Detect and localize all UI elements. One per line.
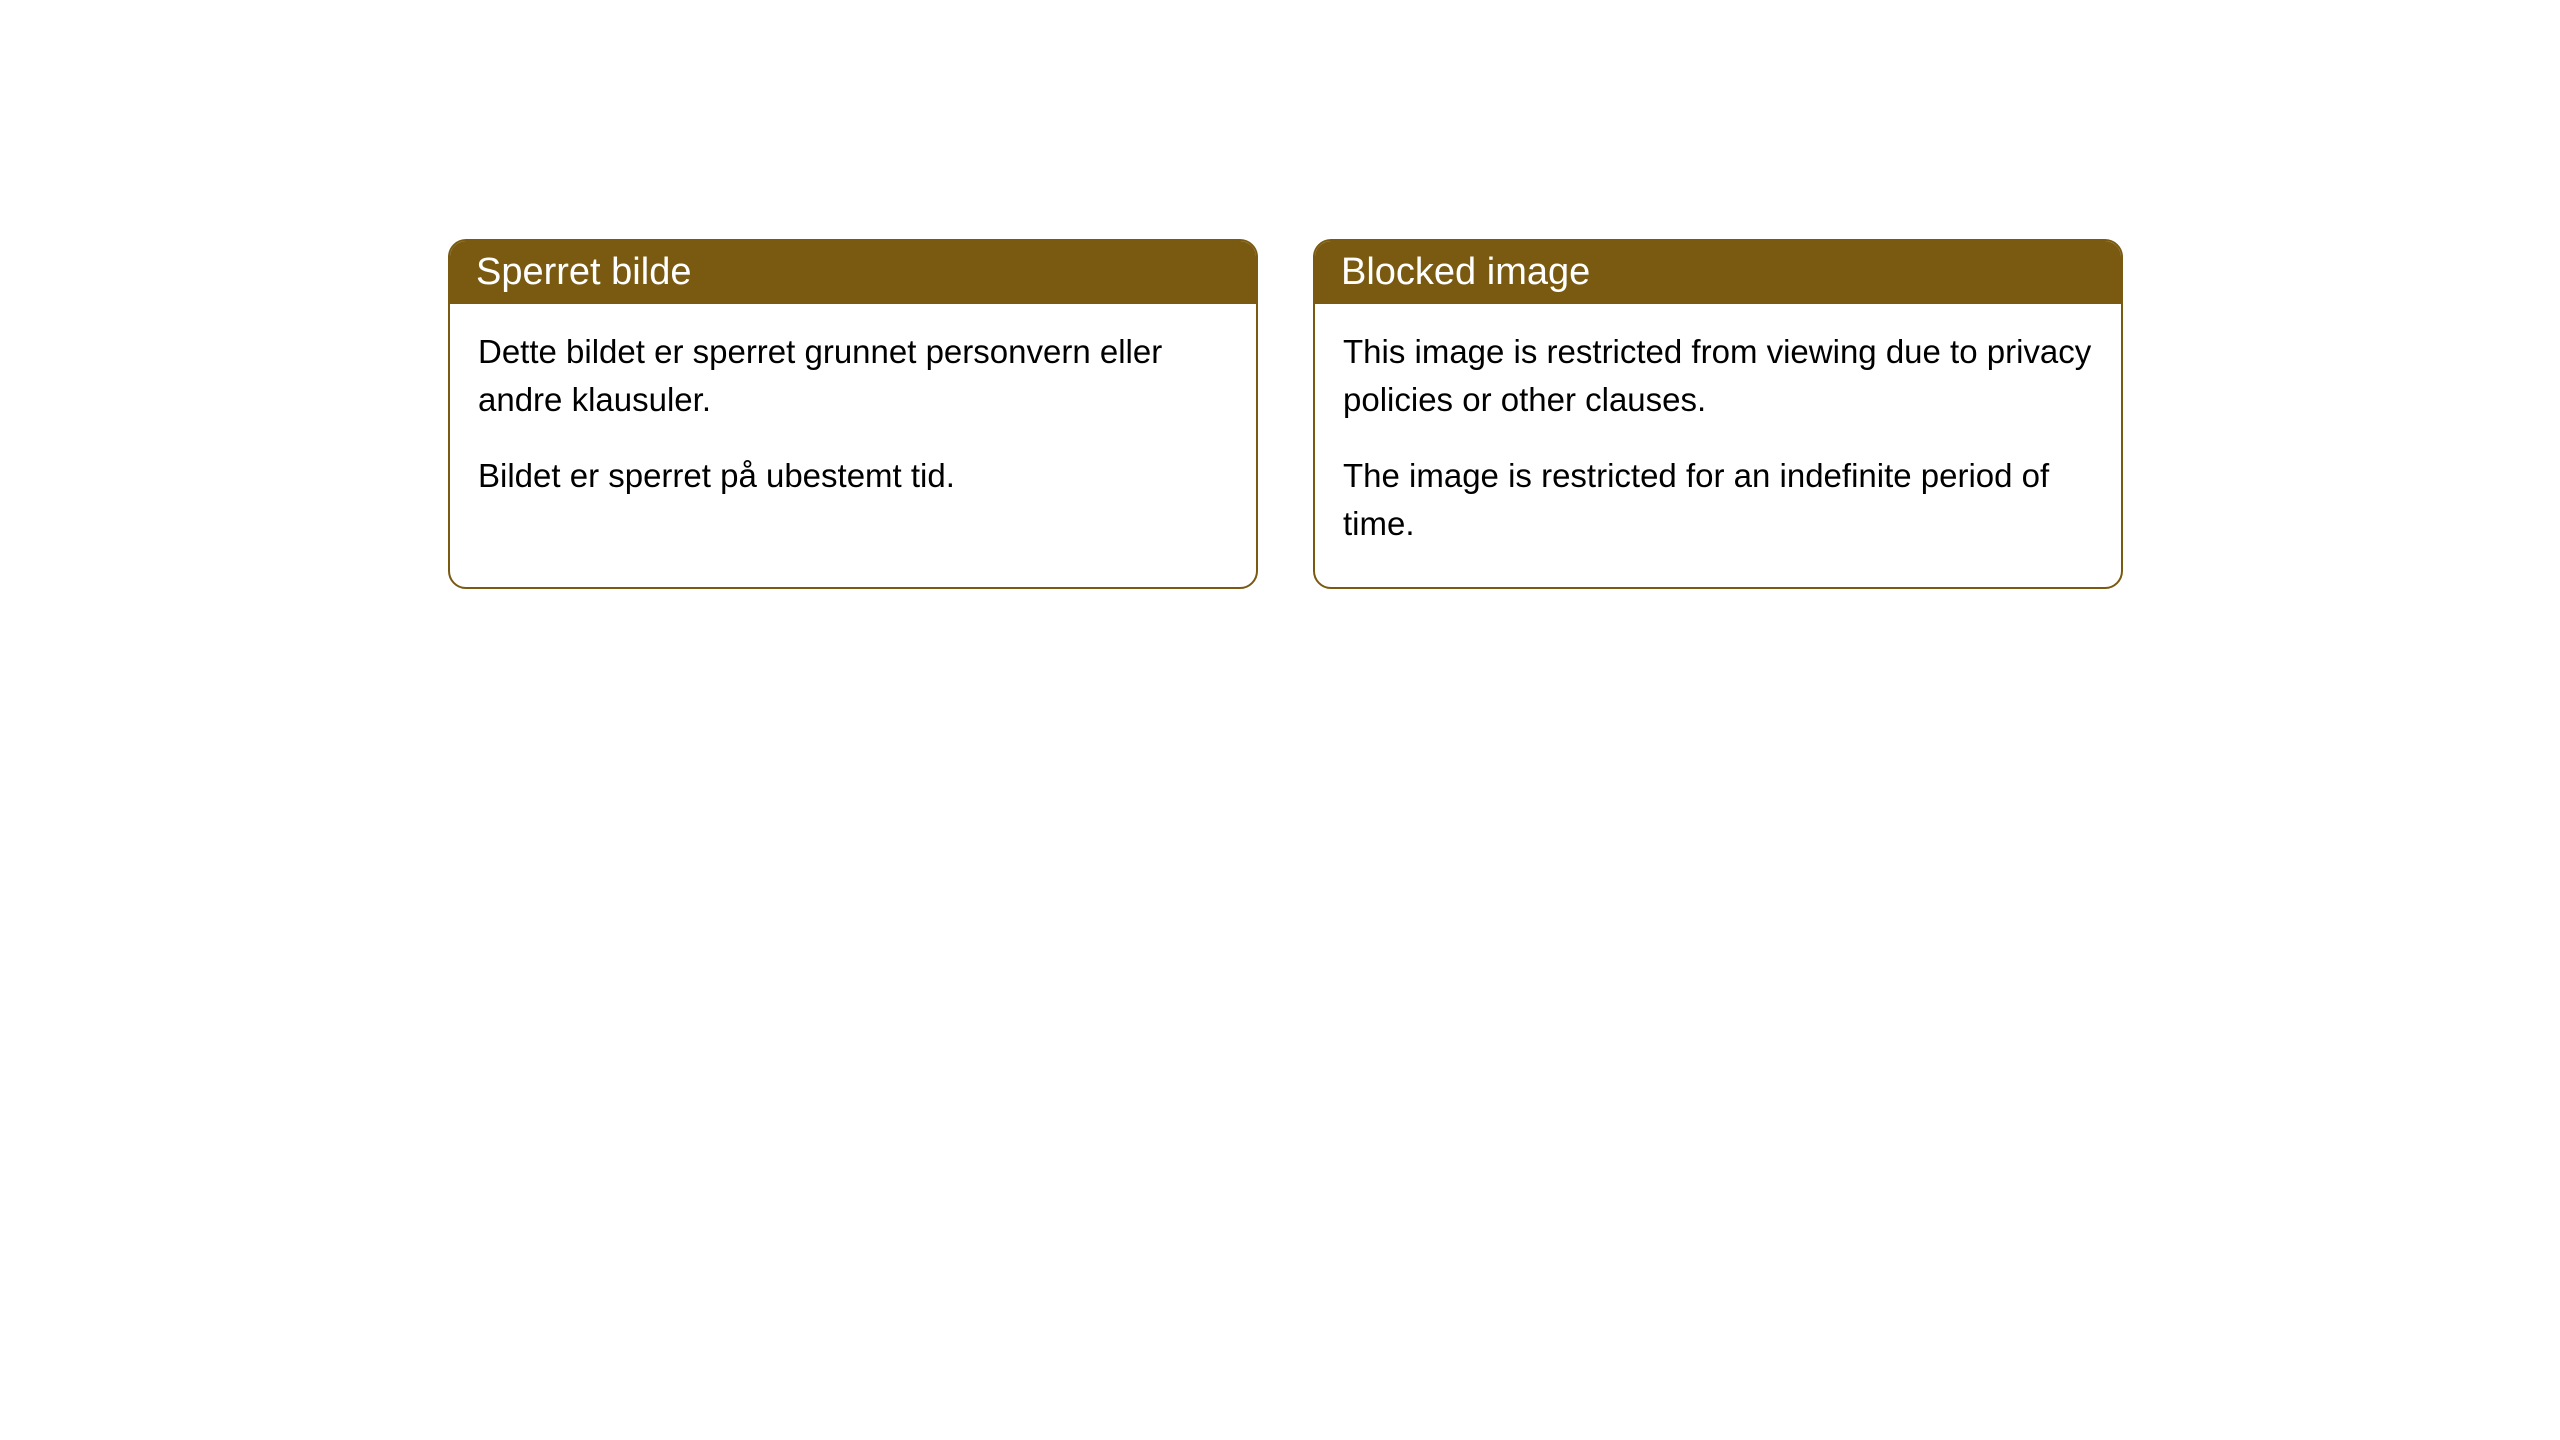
card-body-norwegian: Dette bildet er sperret grunnet personve…	[450, 304, 1256, 540]
card-header-english: Blocked image	[1315, 241, 2121, 304]
blocked-image-card-english: Blocked image This image is restricted f…	[1313, 239, 2123, 589]
notice-cards-container: Sperret bilde Dette bildet er sperret gr…	[448, 239, 2123, 589]
card-body-english: This image is restricted from viewing du…	[1315, 304, 2121, 587]
card-paragraph: Bildet er sperret på ubestemt tid.	[478, 452, 1228, 500]
card-header-norwegian: Sperret bilde	[450, 241, 1256, 304]
card-paragraph: The image is restricted for an indefinit…	[1343, 452, 2093, 548]
card-paragraph: This image is restricted from viewing du…	[1343, 328, 2093, 424]
card-paragraph: Dette bildet er sperret grunnet personve…	[478, 328, 1228, 424]
blocked-image-card-norwegian: Sperret bilde Dette bildet er sperret gr…	[448, 239, 1258, 589]
